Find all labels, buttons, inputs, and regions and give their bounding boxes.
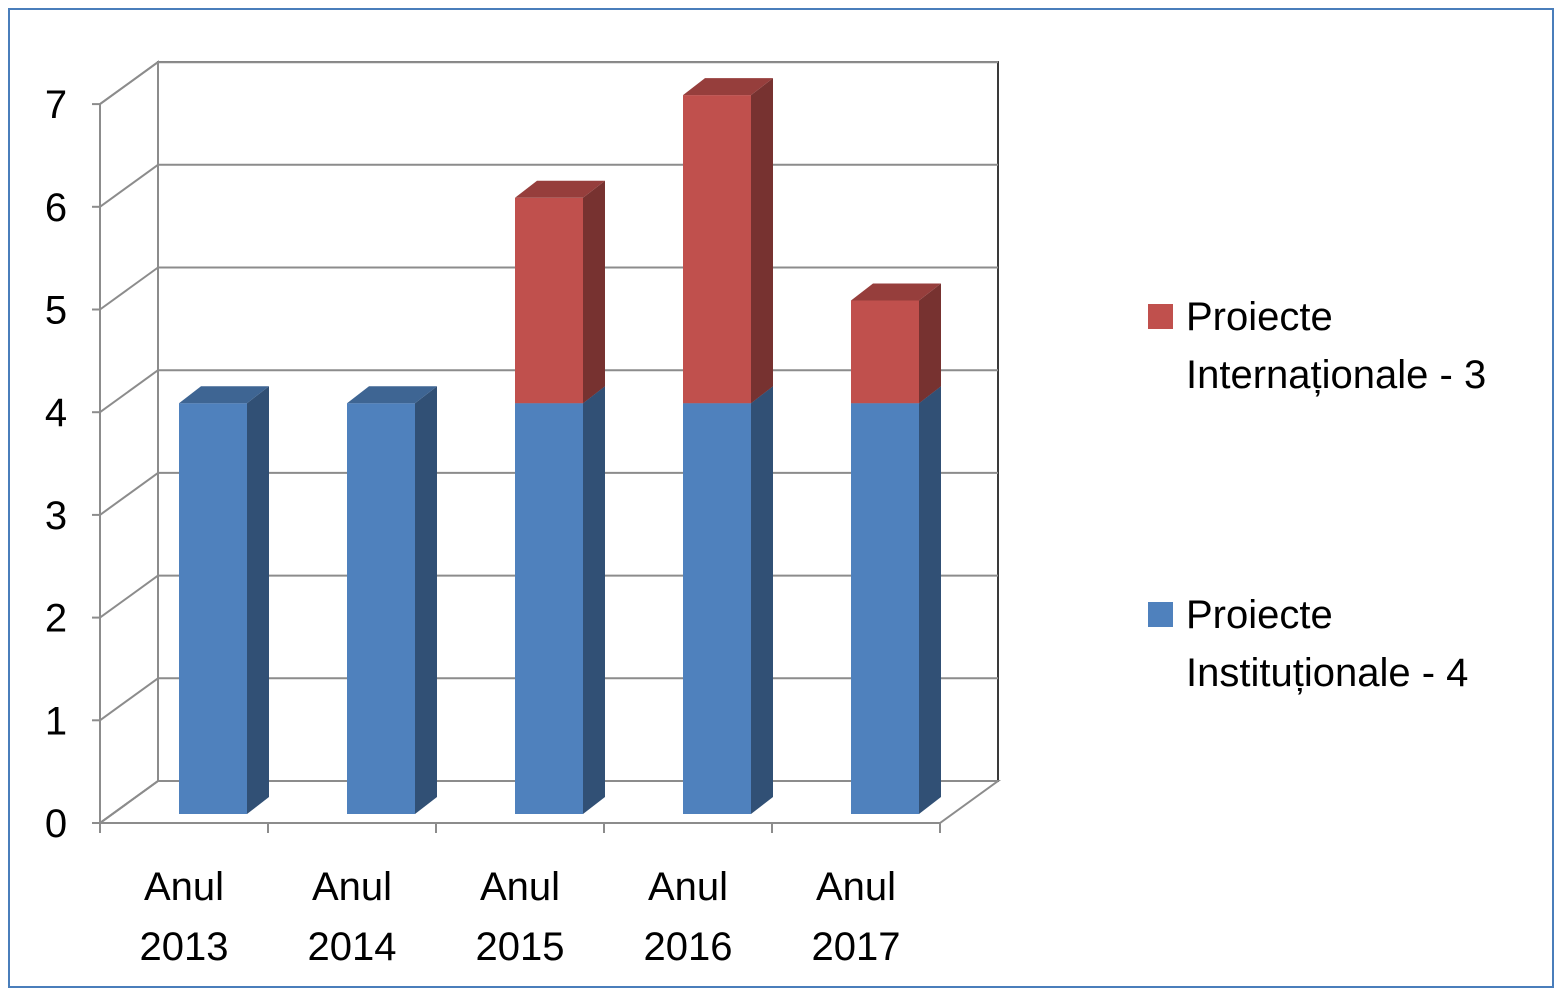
x-tick-label: 2015 — [476, 925, 565, 969]
bar-front — [515, 197, 583, 404]
legend-label-line1: Proiecte — [1186, 295, 1333, 339]
legend-label-line2: Internaționale - 3 — [1186, 353, 1487, 397]
y-tick-label: 4 — [45, 391, 67, 435]
legend-swatch — [1148, 304, 1173, 329]
bar-side — [583, 180, 605, 404]
gridline-side — [99, 369, 159, 414]
x-tick-label: Anul — [144, 865, 224, 909]
bar-front — [347, 403, 415, 814]
x-tick-label: Anul — [648, 865, 728, 909]
legend-label-line1: Proiecte — [1186, 593, 1333, 637]
y-tick-label: 1 — [45, 699, 67, 743]
bar-institutional — [179, 386, 269, 814]
bar-institutional — [515, 386, 605, 814]
bar-side — [919, 386, 941, 814]
gridline-side — [99, 677, 159, 722]
y-tick-label: 0 — [45, 802, 67, 846]
legend-label: Proiecte Instituționale - 4 — [1186, 586, 1560, 702]
x-tick-label: Anul — [480, 865, 560, 909]
bar-front — [179, 403, 247, 814]
bar-institutional — [347, 386, 437, 814]
bar-international — [515, 180, 605, 404]
gridline-side — [99, 61, 159, 105]
bar-side — [751, 386, 773, 814]
x-tick-label: 2014 — [308, 925, 397, 969]
bar-front — [683, 403, 751, 814]
bar-side — [751, 78, 773, 404]
bars — [179, 78, 941, 814]
bar-institutional — [851, 386, 941, 814]
y-tick-label: 3 — [45, 494, 67, 538]
bar-top — [851, 283, 941, 301]
bar-side — [583, 386, 605, 814]
legend-label: Proiecte Internaționale - 3 — [1186, 288, 1560, 404]
x-tick-label: Anul — [816, 865, 896, 909]
y-tick-label: 5 — [45, 289, 67, 333]
bar-top — [347, 386, 437, 404]
y-tick-label: 7 — [45, 83, 67, 127]
x-tick-label: 2016 — [644, 925, 733, 969]
gridline-side — [99, 163, 159, 208]
gridline-side — [99, 472, 159, 516]
bar-side — [415, 386, 437, 814]
bar-front — [515, 403, 583, 814]
tick-labels: 0 1 2 3 4 5 6 7 Anul 2013 Anul 2014 Anul 2015 Anul 2016… — [45, 83, 901, 969]
bar-front — [683, 95, 751, 404]
bar-top — [683, 78, 773, 96]
x-tick-label: Anul — [312, 865, 392, 909]
y-tick-label: 2 — [45, 597, 67, 641]
gridline-side — [99, 266, 159, 311]
bar-top — [515, 180, 605, 198]
x-tick-label: 2017 — [812, 925, 901, 969]
legend-swatch — [1148, 602, 1173, 627]
bar-side — [247, 386, 269, 814]
gridline-side — [99, 780, 159, 824]
side-wall — [99, 60, 159, 825]
bar-front — [851, 403, 919, 814]
bar-international — [683, 78, 773, 404]
legend-label-line2: Instituționale - 4 — [1186, 651, 1469, 695]
gridline-side — [99, 574, 159, 619]
bar-international — [851, 283, 941, 404]
axes — [92, 103, 941, 833]
y-tick-label: 6 — [45, 186, 67, 230]
bar-top — [179, 386, 269, 404]
bar-institutional — [683, 386, 773, 814]
x-tick-label: 2013 — [140, 925, 229, 969]
bar-side — [919, 283, 941, 404]
bar-front — [851, 300, 919, 404]
